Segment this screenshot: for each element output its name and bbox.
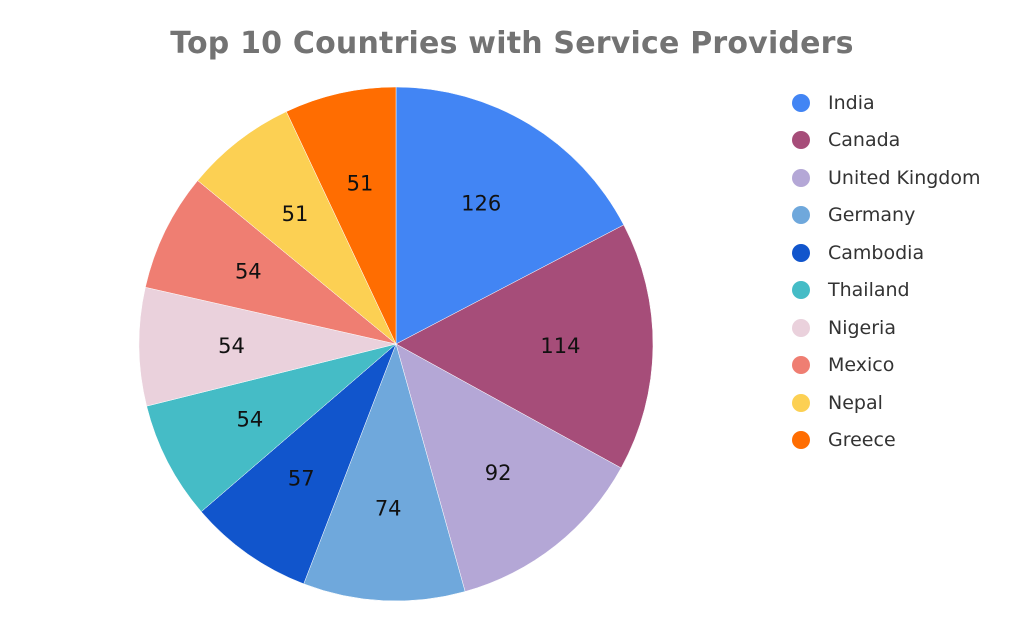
legend-item[interactable]: Thailand [792, 272, 981, 310]
legend-label: Canada [828, 129, 901, 152]
pie-slice-nigeria [138, 286, 397, 407]
pie-slice-greece [286, 86, 397, 345]
legend-swatch [792, 243, 810, 262]
legend-item[interactable]: Nigeria [792, 309, 981, 347]
legend-label: Thailand [828, 279, 910, 302]
slice-value-label: 57 [288, 466, 315, 490]
legend-item[interactable]: Canada [792, 122, 981, 160]
pie-slice-nepal [197, 111, 397, 345]
legend-label: Greece [828, 429, 896, 452]
slice-value-label: 54 [237, 408, 264, 432]
legend-label: India [828, 91, 875, 114]
legend: India Canada United Kingdom Germany Cambodia… [792, 84, 981, 459]
slice-value-label: 126 [461, 191, 501, 215]
pie-slice-cambodia [200, 343, 397, 585]
slice-value-label: 92 [485, 461, 512, 485]
legend-label: Nepal [828, 391, 883, 414]
chart-title: Top 10 Countries with Service Providers [170, 26, 854, 61]
slice-value-label: 74 [375, 496, 402, 520]
legend-label: Mexico [828, 354, 895, 377]
legend-swatch [792, 206, 810, 225]
slice-value-label: 54 [235, 260, 262, 284]
legend-swatch [792, 168, 810, 187]
legend-swatch [792, 131, 810, 150]
legend-item[interactable]: United Kingdom [792, 159, 981, 197]
legend-label: Cambodia [828, 241, 925, 264]
pie-slice-mexico [145, 180, 397, 345]
legend-label: Nigeria [828, 316, 896, 339]
slice-value-label: 54 [218, 334, 245, 358]
legend-item[interactable]: India [792, 84, 981, 122]
legend-swatch [792, 318, 810, 337]
legend-item[interactable]: Nepal [792, 384, 981, 422]
slice-value-label: 51 [347, 171, 374, 195]
legend-item[interactable]: Cambodia [792, 234, 981, 272]
legend-item[interactable]: Greece [792, 422, 981, 460]
pie-slice-india [395, 86, 625, 345]
slice-value-label: 51 [282, 202, 309, 226]
legend-swatch [792, 431, 810, 450]
slice-value-label: 114 [540, 334, 580, 358]
pie-slice-united-kingdom [395, 343, 622, 592]
pie-slice-canada [395, 224, 654, 469]
legend-swatch [792, 93, 810, 112]
legend-swatch [792, 281, 810, 300]
legend-item[interactable]: Germany [792, 197, 981, 235]
legend-item[interactable]: Mexico [792, 347, 981, 385]
legend-label: United Kingdom [828, 166, 981, 189]
legend-swatch [792, 393, 810, 412]
legend-label: Germany [828, 204, 916, 227]
pie-slice-germany [303, 343, 466, 602]
pie-slice-thailand [146, 343, 397, 513]
legend-swatch [792, 356, 810, 375]
